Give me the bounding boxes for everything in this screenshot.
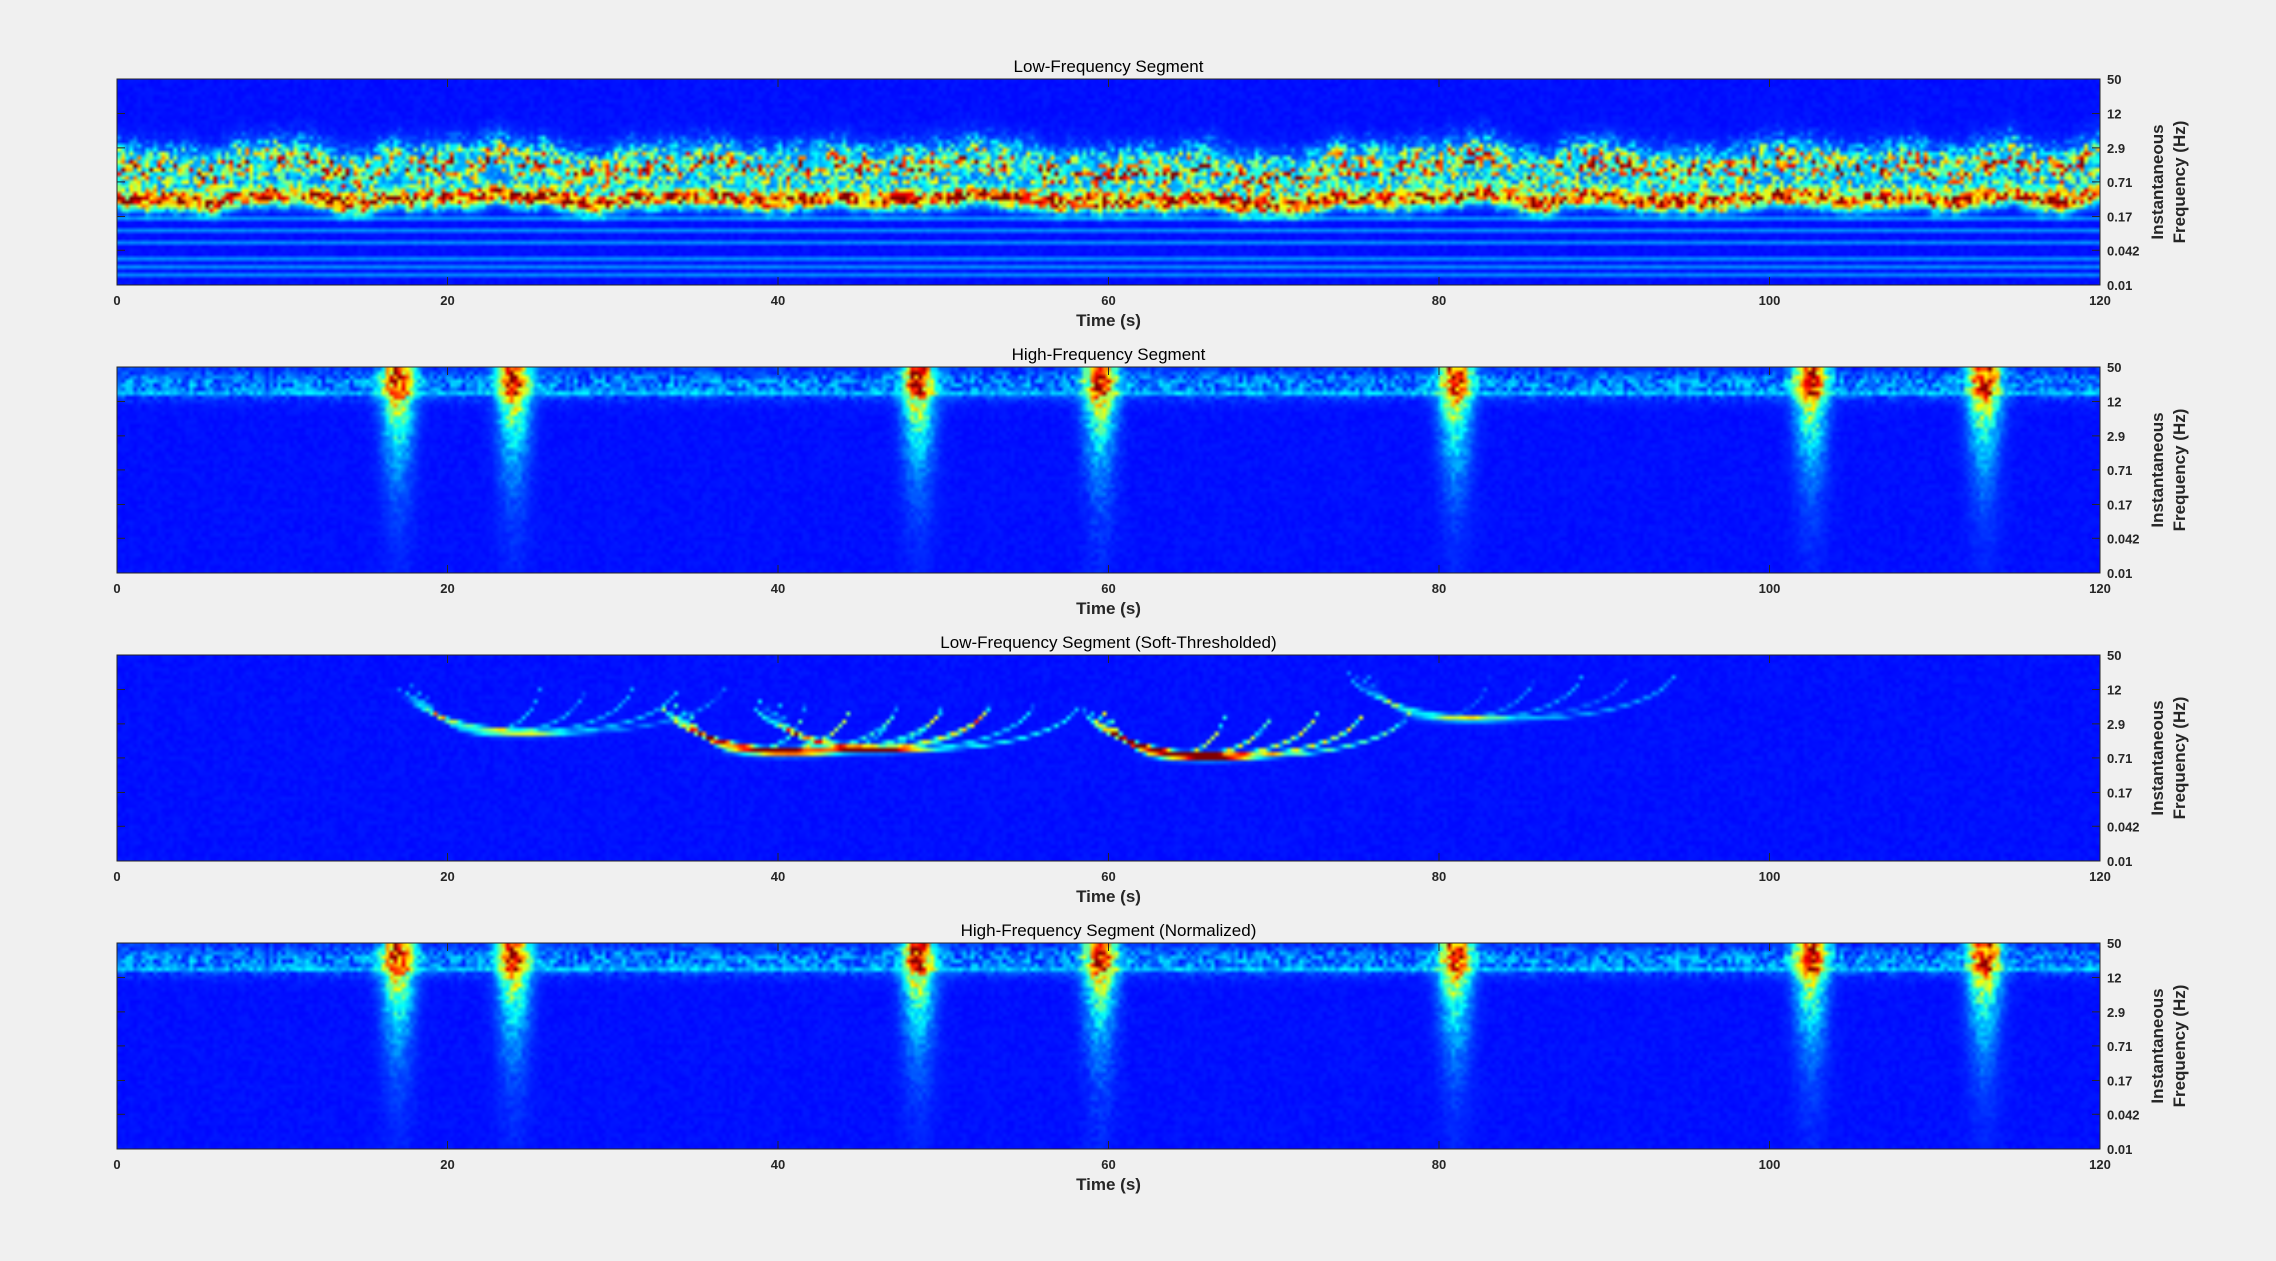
x-tick-label: 40 bbox=[771, 581, 785, 596]
y-tick-label: 0.17 bbox=[2107, 785, 2132, 800]
x-tick-label: 120 bbox=[2089, 1157, 2111, 1172]
y-tick-label: 12 bbox=[2107, 107, 2121, 122]
x-tick-label: 0 bbox=[113, 581, 120, 596]
x-tick-label: 20 bbox=[440, 869, 454, 884]
y-tick-label: 0.042 bbox=[2107, 243, 2140, 258]
x-tick-label: 100 bbox=[1759, 581, 1781, 596]
y-tick-label: 12 bbox=[2107, 971, 2121, 986]
x-tick-label: 20 bbox=[440, 581, 454, 596]
x-tick-label: 120 bbox=[2089, 581, 2111, 596]
y-tick-label: 0.71 bbox=[2107, 1039, 2132, 1054]
y-tick-label: 50 bbox=[2107, 72, 2121, 87]
y-tick-label: 2.9 bbox=[2107, 141, 2125, 156]
y-tick-label: 0.042 bbox=[2107, 819, 2140, 834]
subplot-title: High-Frequency Segment (Normalized) bbox=[961, 921, 1257, 940]
x-tick-label: 20 bbox=[440, 293, 454, 308]
subplot-title: Low-Frequency Segment (Soft-Thresholded) bbox=[940, 633, 1276, 652]
y-tick-label: 0.042 bbox=[2107, 531, 2140, 546]
x-tick-label: 0 bbox=[113, 1157, 120, 1172]
x-tick-label: 60 bbox=[1101, 293, 1115, 308]
x-tick-label: 60 bbox=[1101, 1157, 1115, 1172]
y-axis-label: Instantaneous bbox=[2148, 412, 2167, 527]
y-tick-label: 0.71 bbox=[2107, 463, 2132, 478]
x-tick-label: 0 bbox=[113, 293, 120, 308]
y-axis-label: Frequency (Hz) bbox=[2170, 985, 2189, 1108]
x-tick-label: 20 bbox=[440, 1157, 454, 1172]
y-tick-label: 0.01 bbox=[2107, 566, 2132, 581]
y-tick-label: 0.042 bbox=[2107, 1107, 2140, 1122]
x-tick-label: 40 bbox=[771, 1157, 785, 1172]
y-tick-label: 50 bbox=[2107, 936, 2121, 951]
x-tick-label: 80 bbox=[1432, 581, 1446, 596]
x-tick-label: 120 bbox=[2089, 293, 2111, 308]
x-tick-label: 100 bbox=[1759, 1157, 1781, 1172]
subplot-3: Low-Frequency Segment (Soft-Thresholded)… bbox=[113, 633, 2189, 906]
y-tick-label: 2.9 bbox=[2107, 429, 2125, 444]
x-tick-label: 40 bbox=[771, 293, 785, 308]
y-axis-label: Frequency (Hz) bbox=[2170, 409, 2189, 532]
x-axis-label: Time (s) bbox=[1076, 1175, 1141, 1194]
x-tick-label: 60 bbox=[1101, 869, 1115, 884]
subplot-title: High-Frequency Segment bbox=[1012, 345, 1206, 364]
x-tick-label: 80 bbox=[1432, 869, 1446, 884]
x-tick-label: 0 bbox=[113, 869, 120, 884]
subplot-2: High-Frequency Segment 0 20 40 60 80 100 120 Tim… bbox=[113, 345, 2189, 618]
y-tick-label: 0.01 bbox=[2107, 1142, 2132, 1157]
y-axis-label: Instantaneous bbox=[2148, 988, 2167, 1103]
y-tick-label: 50 bbox=[2107, 360, 2121, 375]
heatmap-image bbox=[117, 943, 2100, 1149]
y-tick-label: 2.9 bbox=[2107, 1005, 2125, 1020]
x-tick-label: 100 bbox=[1759, 869, 1781, 884]
x-axis-label: Time (s) bbox=[1076, 311, 1141, 330]
y-tick-label: 12 bbox=[2107, 683, 2121, 698]
y-axis-label: Instantaneous bbox=[2148, 124, 2167, 239]
x-tick-label: 80 bbox=[1432, 1157, 1446, 1172]
y-tick-label: 0.71 bbox=[2107, 175, 2132, 190]
y-tick-label: 0.01 bbox=[2107, 278, 2132, 293]
y-tick-label: 0.17 bbox=[2107, 1073, 2132, 1088]
subplot-4: High-Frequency Segment (Normalized) 0 20 40… bbox=[113, 921, 2189, 1194]
x-tick-label: 40 bbox=[771, 869, 785, 884]
y-axis-label: Frequency (Hz) bbox=[2170, 121, 2189, 244]
y-tick-label: 0.71 bbox=[2107, 751, 2132, 766]
y-tick-label: 0.01 bbox=[2107, 854, 2132, 869]
x-axis-label: Time (s) bbox=[1076, 887, 1141, 906]
subplot-1: Low-Frequency Segment 0 20 40 60 80 100 120 Time… bbox=[113, 57, 2189, 330]
x-tick-label: 120 bbox=[2089, 869, 2111, 884]
heatmap-image bbox=[117, 367, 2100, 573]
y-axis-label: Instantaneous bbox=[2148, 700, 2167, 815]
y-tick-label: 12 bbox=[2107, 395, 2121, 410]
x-tick-label: 80 bbox=[1432, 293, 1446, 308]
x-tick-label: 100 bbox=[1759, 293, 1781, 308]
y-tick-label: 50 bbox=[2107, 648, 2121, 663]
heatmap-image bbox=[117, 655, 2100, 861]
x-axis-label: Time (s) bbox=[1076, 599, 1141, 618]
y-axis-label: Frequency (Hz) bbox=[2170, 697, 2189, 820]
x-tick-label: 60 bbox=[1101, 581, 1115, 596]
y-tick-label: 0.17 bbox=[2107, 497, 2132, 512]
heatmap-image bbox=[117, 79, 2100, 285]
subplot-title: Low-Frequency Segment bbox=[1014, 57, 1204, 76]
y-tick-label: 0.17 bbox=[2107, 209, 2132, 224]
y-tick-label: 2.9 bbox=[2107, 717, 2125, 732]
